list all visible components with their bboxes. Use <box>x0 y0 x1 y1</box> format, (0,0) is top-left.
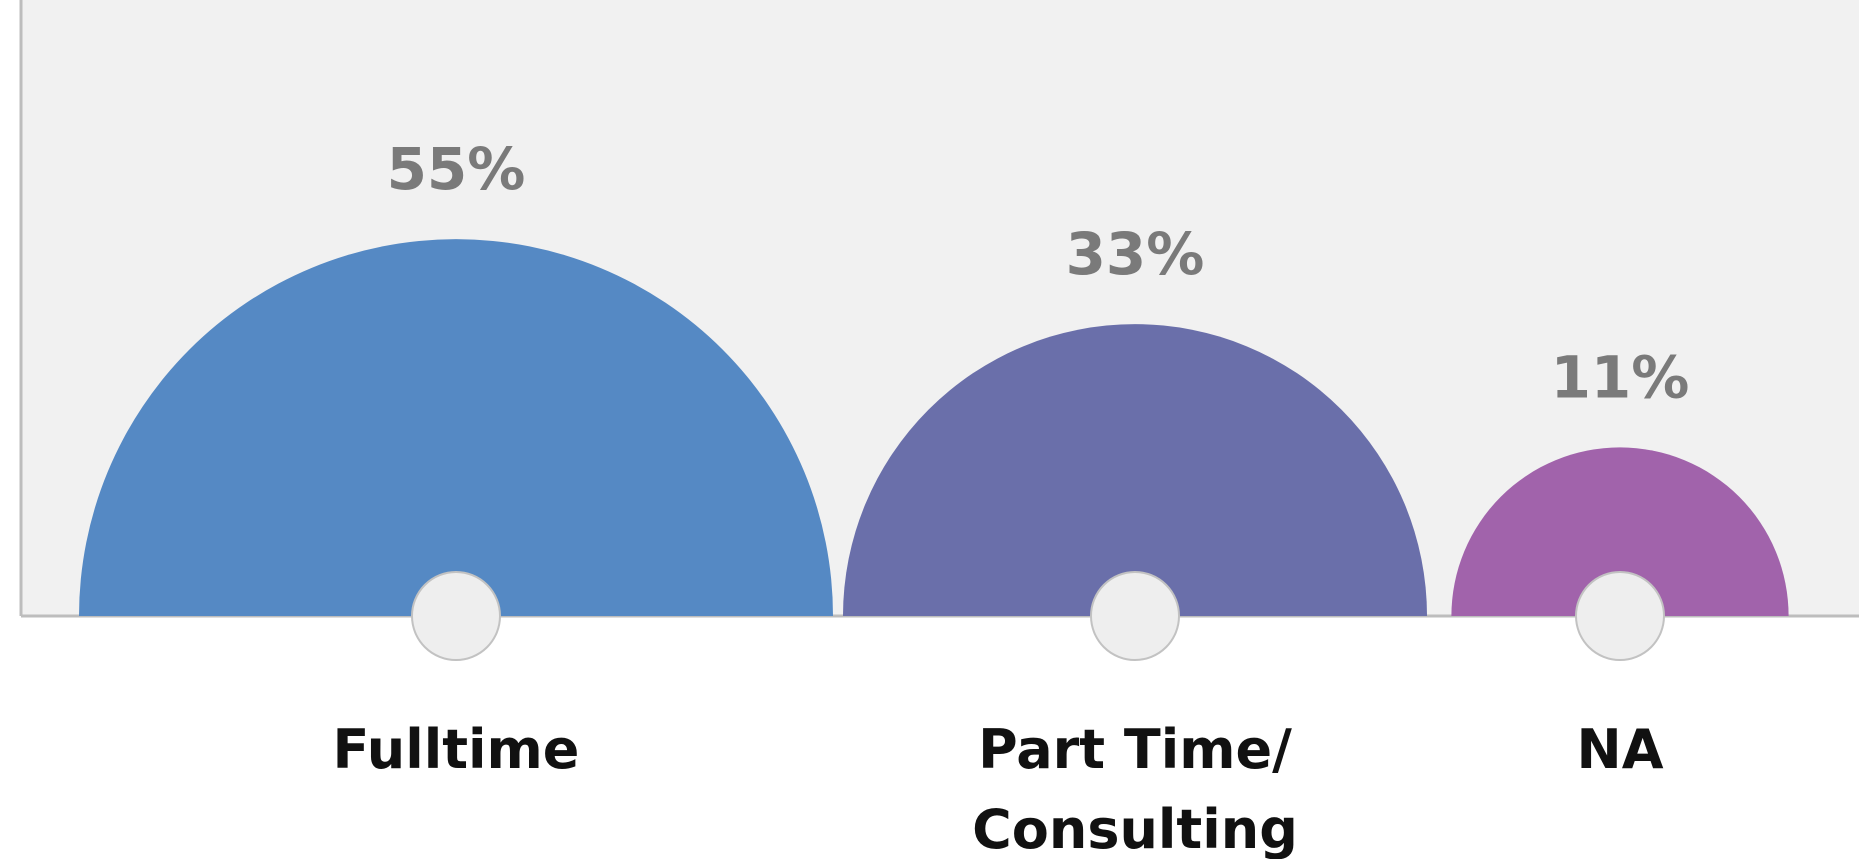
semicircle-bar <box>1451 447 1789 616</box>
category-label-line: Fulltime <box>333 718 580 781</box>
value-label: 11% <box>1551 343 1690 411</box>
category-label: Part Time/Consulting <box>972 718 1298 859</box>
category-label-line: Part Time/ <box>978 718 1292 781</box>
category-label: NA <box>1577 718 1664 781</box>
category-label-line: NA <box>1577 718 1664 781</box>
value-label: 55% <box>387 135 526 203</box>
axis-marker <box>1575 571 1665 661</box>
axis-marker <box>411 571 501 661</box>
category-label-line: Consulting <box>972 798 1298 859</box>
axis-marker <box>1090 571 1180 661</box>
value-label: 33% <box>1066 220 1205 288</box>
semicircle-bar <box>842 324 1428 616</box>
category-label: Fulltime <box>333 718 580 781</box>
semicircle-bar <box>79 239 833 616</box>
